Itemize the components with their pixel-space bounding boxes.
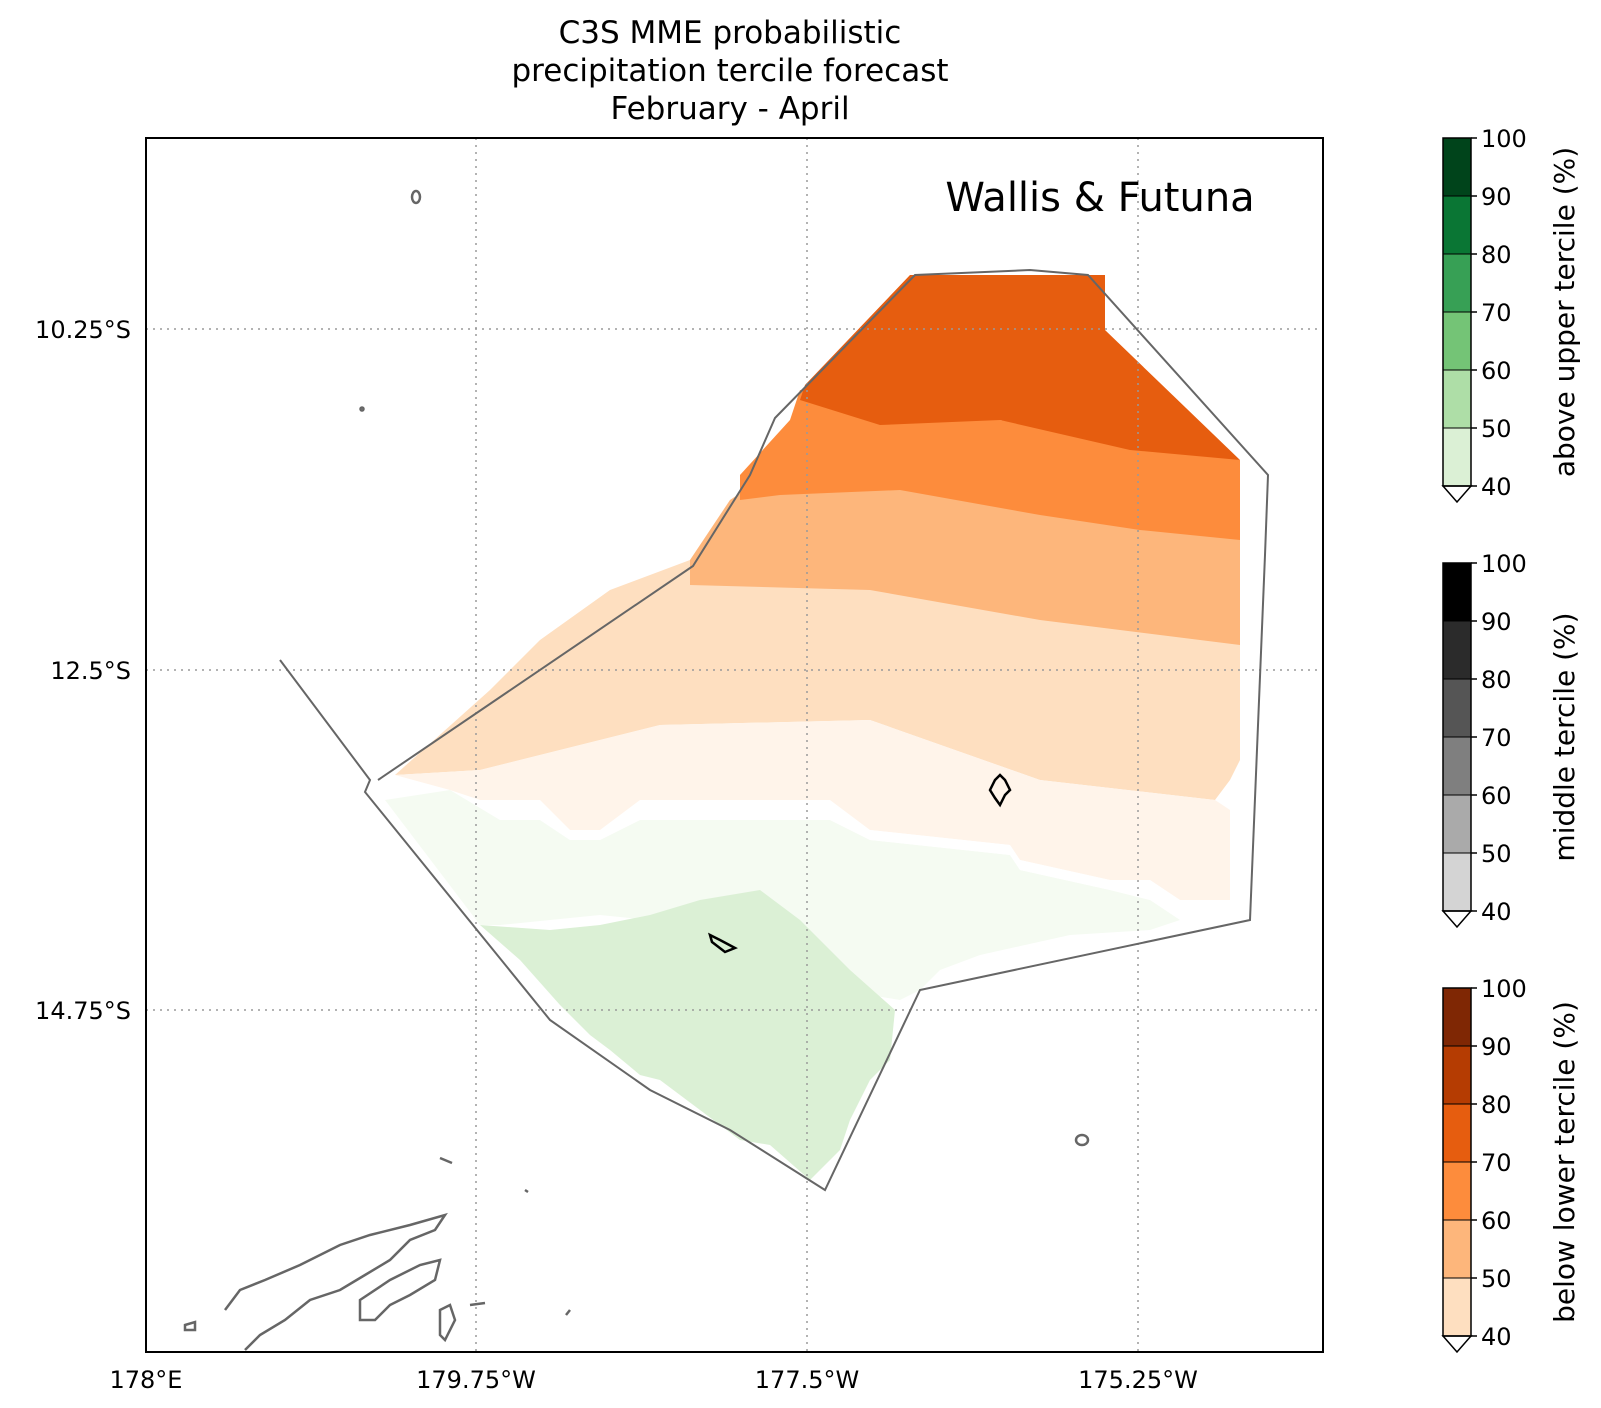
colorbar-tick-label: 50 [1481, 415, 1512, 443]
x-tick-label: 177.5°W [755, 1366, 859, 1394]
colorbar-segment [1442, 253, 1472, 313]
colorbar-tick-label: 70 [1481, 1149, 1512, 1177]
forecast-fill [385, 275, 1240, 1180]
colorbar-segment [1442, 620, 1472, 680]
islet-north-outline [410, 189, 422, 205]
colorbar-tick-label: 50 [1481, 840, 1512, 868]
islet-west-outline [359, 406, 365, 412]
islet-tiny-2 [524, 1188, 529, 1194]
colorbar-segment [1442, 1161, 1472, 1221]
colorbar-segment [1442, 311, 1472, 371]
colorbar-segment [1442, 195, 1472, 255]
colorbar-tick-label: 80 [1481, 241, 1512, 269]
gap-band [470, 800, 1180, 910]
y-tick-label: 12.5°S [50, 657, 131, 685]
colorbar-label: above upper tercile (%) [1548, 147, 1581, 477]
islet-tiny-3 [469, 1301, 486, 1307]
colorbar-tick-label: 70 [1481, 724, 1512, 752]
colorbar-extend-arrow [1441, 1335, 1473, 1354]
gridlines [146, 138, 1323, 1352]
map-frame [145, 137, 1324, 1353]
forecast-gaps [470, 800, 1180, 910]
coastlines [183, 189, 1090, 1351]
colorbar-tick-label: 60 [1481, 1207, 1512, 1235]
colorbar-tick-label: 80 [1481, 1091, 1512, 1119]
colorbar-tick-label: 50 [1481, 1265, 1512, 1293]
colorbar-tick-label: 90 [1481, 183, 1512, 211]
colorbar-tick-label: 100 [1481, 125, 1527, 153]
eez-boundary [279, 268, 1270, 1192]
x-tick-label: 179.75°W [416, 1366, 536, 1394]
colorbar-segment [1442, 678, 1472, 738]
colorbar-1: 100 90 80 70 60 50 40 middle tercile (%) [1441, 550, 1581, 929]
colorbar-segment [1442, 987, 1472, 1047]
colorbar-segment [1442, 1103, 1472, 1163]
colorbar-segment [1442, 1045, 1472, 1105]
colorbar-tick-label: 80 [1481, 666, 1512, 694]
boundary-line [279, 268, 1270, 1192]
y-tick-label: 10.25°S [35, 316, 131, 344]
colorbar-tick-label: 100 [1481, 975, 1527, 1003]
colorbar-tick-label: 40 [1481, 1323, 1512, 1351]
colorbar-segment [1442, 137, 1472, 197]
colorbar-2: 100 90 80 70 60 50 40 below lower tercile (%) [1441, 975, 1581, 1354]
fill-above-40-50-band [480, 890, 895, 1180]
x-axis-ticks: 178°E 179.75°W 177.5°W 175.25°W [110, 1366, 1198, 1394]
fill-above-under-40-band [385, 790, 1180, 1000]
colorbar-tick-label: 90 [1481, 608, 1512, 636]
colorbar-tick-label: 100 [1481, 550, 1527, 578]
colorbar-tick-label: 60 [1481, 782, 1512, 810]
region-label: Wallis & Futuna [945, 175, 1254, 221]
title-line-1: C3S MME probabilistic [558, 15, 902, 51]
colorbar-segment [1442, 1277, 1472, 1337]
islet-tiny-1 [439, 1156, 453, 1165]
colorbar-segment [1442, 369, 1472, 429]
islet-southeast-outline [1074, 1133, 1090, 1147]
colorbar-tick-label: 90 [1481, 1033, 1512, 1061]
colorbar-tick-label: 40 [1481, 898, 1512, 926]
fill-below-60-70-band [740, 390, 1240, 540]
colorbar-label: middle tercile (%) [1548, 612, 1581, 861]
title-line-2: precipitation tercile forecast [511, 53, 949, 89]
x-tick-label: 178°E [110, 1366, 183, 1394]
colorbar-extend-arrow [1441, 485, 1473, 504]
fill-below-70-80-band [800, 275, 1240, 460]
colorbar-segment [1442, 736, 1472, 796]
wallis-island-outline [988, 773, 1012, 808]
colorbar-segment [1442, 1219, 1472, 1279]
title-line-3: February - April [610, 91, 850, 127]
y-axis-ticks: 10.25°S 12.5°S 14.75°S [35, 316, 131, 1025]
y-tick-label: 14.75°S [35, 997, 131, 1025]
colorbar-tick-label: 60 [1481, 357, 1512, 385]
colorbar-label: below lower tercile (%) [1548, 1001, 1581, 1323]
fiji-outline [183, 1212, 457, 1351]
colorbar-tick-label: 40 [1481, 473, 1512, 501]
islet-tiny-4 [565, 1309, 571, 1316]
colorbar-tick-label: 70 [1481, 299, 1512, 327]
colorbar-segment [1442, 562, 1472, 622]
colorbar-segment [1442, 427, 1472, 487]
x-tick-label: 175.25°W [1078, 1366, 1198, 1394]
colorbar-segment [1442, 794, 1472, 854]
chart-title: C3S MME probabilistic precipitation terc… [140, 14, 1320, 128]
colorbar-segment [1442, 852, 1472, 912]
colorbar-extend-arrow [1441, 910, 1473, 929]
colorbar-0: 100 90 80 70 60 50 40 above upper tercile (%) [1441, 125, 1581, 504]
futuna-island-outline [708, 932, 738, 954]
